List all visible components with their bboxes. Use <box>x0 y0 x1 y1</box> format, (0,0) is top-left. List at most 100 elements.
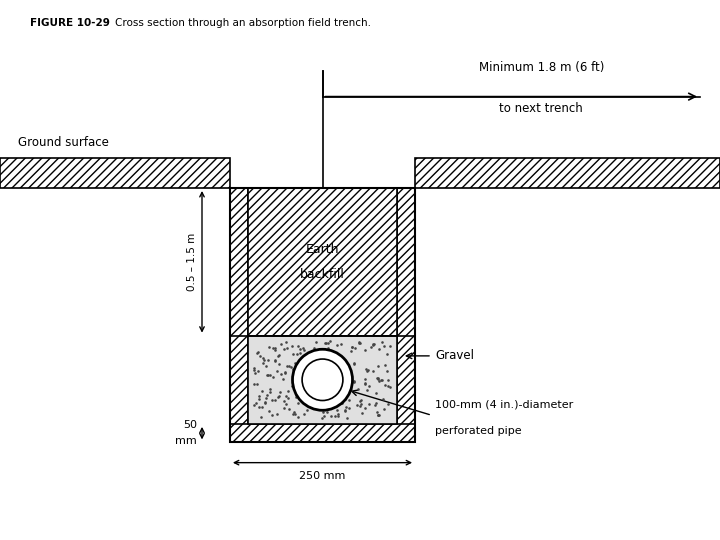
Point <box>354 339 366 347</box>
Point <box>275 370 287 379</box>
Point <box>292 350 303 359</box>
Point <box>375 376 387 384</box>
Point <box>346 342 358 351</box>
Text: Earth: Earth <box>306 243 339 256</box>
Circle shape <box>292 349 353 410</box>
Point <box>372 411 384 420</box>
Text: mm: mm <box>175 436 197 446</box>
Bar <box>230 188 248 442</box>
Point <box>374 344 385 353</box>
Point <box>325 411 337 420</box>
Point <box>365 343 377 352</box>
Point <box>296 372 307 380</box>
Point <box>336 399 348 407</box>
Point <box>371 389 382 397</box>
Point <box>253 403 265 411</box>
Point <box>300 388 311 396</box>
Point <box>317 407 328 416</box>
Point <box>279 368 290 376</box>
Point <box>248 379 260 388</box>
Bar <box>397 188 415 442</box>
Point <box>354 396 366 405</box>
Point <box>258 356 269 364</box>
Point <box>282 387 294 395</box>
Point <box>372 375 384 383</box>
Point <box>297 385 309 394</box>
Point <box>332 411 343 420</box>
Point <box>323 348 335 356</box>
Point <box>316 372 328 381</box>
Point <box>319 412 330 421</box>
Text: to next trench: to next trench <box>500 102 583 114</box>
Point <box>283 361 294 370</box>
Point <box>261 391 272 400</box>
Point <box>359 346 371 354</box>
Point <box>310 338 322 346</box>
Point <box>321 407 333 416</box>
Point <box>290 393 302 402</box>
Point <box>361 367 372 375</box>
Point <box>292 387 304 395</box>
Point <box>336 392 347 401</box>
Point <box>316 414 328 422</box>
Point <box>262 356 274 364</box>
Point <box>292 359 303 367</box>
Point <box>292 399 304 407</box>
Point <box>364 399 375 408</box>
Point <box>320 338 332 347</box>
Bar <box>230 188 415 442</box>
Point <box>322 405 333 414</box>
Point <box>323 344 334 353</box>
Point <box>377 395 389 404</box>
Text: 250 mm: 250 mm <box>300 471 346 481</box>
Point <box>287 364 299 373</box>
Point <box>250 369 261 377</box>
Point <box>259 398 271 407</box>
Point <box>336 386 347 394</box>
Point <box>381 367 392 375</box>
Point <box>353 338 364 347</box>
Point <box>323 364 335 373</box>
Point <box>334 378 346 387</box>
Point <box>289 379 300 388</box>
Text: 100-mm (4 in.)-diameter: 100-mm (4 in.)-diameter <box>435 399 573 409</box>
Text: FIGURE 10-29: FIGURE 10-29 <box>30 18 110 28</box>
Point <box>320 368 331 377</box>
Point <box>289 359 301 367</box>
Point <box>307 350 318 359</box>
Point <box>254 352 266 360</box>
Point <box>301 370 312 379</box>
Point <box>382 349 393 358</box>
Point <box>377 338 388 346</box>
Point <box>343 396 355 404</box>
Point <box>260 361 271 370</box>
Point <box>307 387 319 395</box>
Point <box>273 393 284 402</box>
Text: Gravel: Gravel <box>435 349 474 362</box>
Text: Cross section through an absorption field trench.: Cross section through an absorption fiel… <box>115 18 371 28</box>
Point <box>320 392 331 400</box>
Point <box>379 381 391 389</box>
Point <box>351 401 363 409</box>
Point <box>339 406 351 415</box>
Point <box>271 367 282 375</box>
Point <box>298 410 310 418</box>
Point <box>305 376 317 384</box>
Point <box>341 402 352 411</box>
Point <box>361 364 372 373</box>
Point <box>346 346 357 355</box>
Point <box>292 413 304 421</box>
Point <box>308 344 320 353</box>
Point <box>273 359 284 368</box>
Point <box>348 359 360 367</box>
Point <box>356 395 367 404</box>
Point <box>271 409 283 418</box>
Point <box>259 399 271 408</box>
Point <box>382 400 394 408</box>
Point <box>318 366 330 374</box>
Point <box>367 340 379 349</box>
Text: All Rights Reserved: All Rights Reserved <box>430 514 505 523</box>
Point <box>264 370 275 379</box>
Point <box>267 343 279 352</box>
Point <box>288 350 300 359</box>
